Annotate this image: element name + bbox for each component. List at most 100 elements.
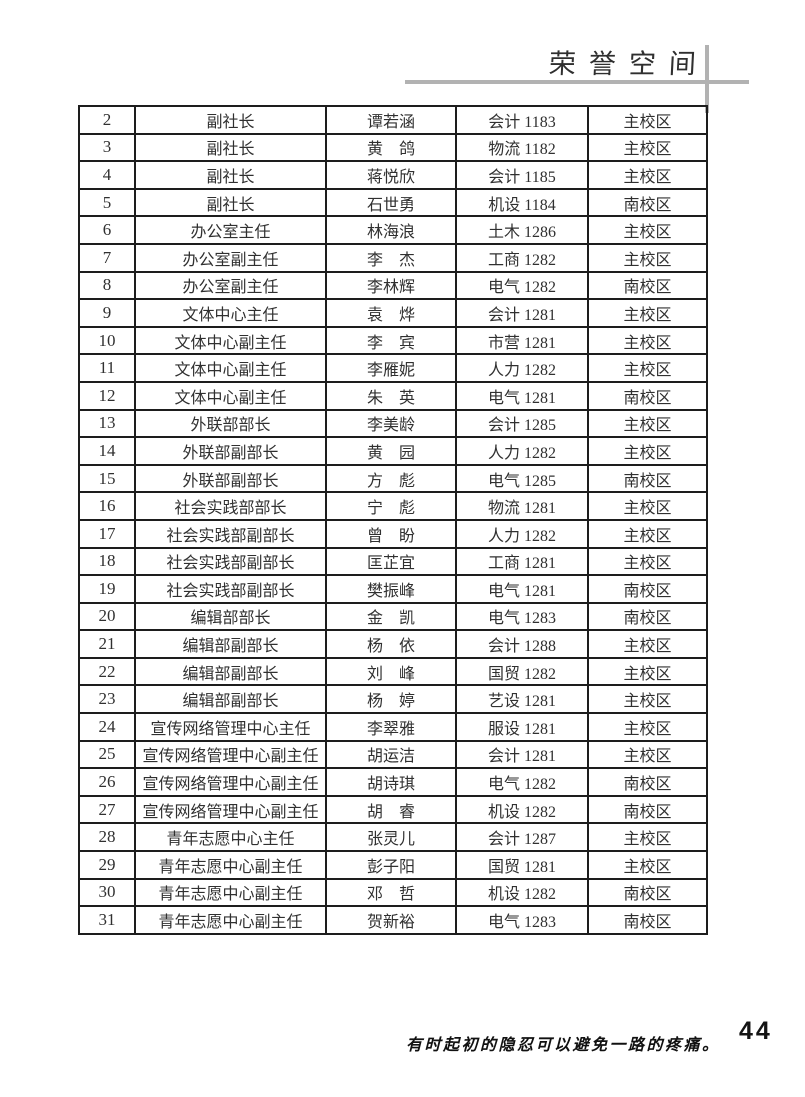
- name-cell: 林海浪: [325, 215, 457, 245]
- table-row: 14 外联部副部长黄 园人力 1282 主校区: [78, 436, 708, 466]
- campus-cell: 南校区: [587, 877, 708, 908]
- class-cell: 国贸 1281: [455, 850, 589, 880]
- position-cell: 副社长: [134, 160, 327, 190]
- name-cell: 黄 园: [325, 436, 457, 466]
- class-cell: 会计 1185: [455, 160, 589, 190]
- name-cell: 黄 鸽: [325, 132, 457, 163]
- class-cell: 机设 1184: [455, 187, 589, 218]
- row-number-cell: 8: [78, 270, 136, 301]
- position-cell: 副社长: [134, 187, 327, 218]
- class-cell: 会计 1281: [455, 298, 589, 328]
- table-row: 21 编辑部副部长杨 依会计 1288 主校区: [78, 629, 708, 659]
- table-row: 29 青年志愿中心副主任 彭子阳 国贸 1281 主校区: [78, 850, 708, 880]
- position-cell: 编辑部副部长: [134, 656, 327, 687]
- campus-cell: 主校区: [587, 298, 708, 328]
- row-number-cell: 14: [78, 436, 136, 466]
- name-cell: 胡 睿: [325, 794, 457, 825]
- table-row: 17 社会实践部副部长曾 盼人力 1282 主校区: [78, 518, 708, 549]
- name-cell: 李 宾: [325, 325, 457, 356]
- name-cell: 胡诗琪: [325, 767, 457, 797]
- class-cell: 人力 1282: [455, 518, 589, 549]
- page-title: 荣誉空间: [548, 49, 710, 80]
- row-number-cell: 29: [78, 850, 136, 880]
- name-cell: 蒋悦欣: [325, 160, 457, 190]
- name-cell: 方 彪: [325, 463, 457, 494]
- row-number-cell: 7: [78, 242, 136, 273]
- name-cell: 刘 峰: [325, 656, 457, 687]
- position-cell: 宣传网络管理中心主任: [134, 712, 327, 742]
- campus-cell: 南校区: [587, 601, 708, 632]
- table-row: 12 文体中心副主任朱 英电气 1281 南校区: [78, 380, 708, 411]
- table-row: 30 青年志愿中心副主任邓 哲机设 1282 南校区: [78, 877, 708, 908]
- table-row: 3 副社长黄 鸽物流 1182 主校区: [78, 132, 708, 163]
- position-cell: 编辑部副部长: [134, 629, 327, 659]
- table-row: 5 副社长 石世勇 机设 1184 南校区: [78, 187, 708, 218]
- campus-cell: 主校区: [587, 132, 708, 163]
- campus-cell: 主校区: [587, 850, 708, 880]
- position-cell: 青年志愿中心副主任: [134, 850, 327, 880]
- row-number-cell: 26: [78, 767, 136, 797]
- name-cell: 李翠雅: [325, 712, 457, 742]
- campus-cell: 主校区: [587, 491, 708, 521]
- class-cell: 会计 1287: [455, 822, 589, 853]
- campus-cell: 南校区: [587, 574, 708, 604]
- table-row: 23 编辑部副部长杨 婷艺设 1281 主校区: [78, 684, 708, 715]
- row-number-cell: 25: [78, 739, 136, 770]
- table-row: 10 文体中心副主任李 宾市营 1281 主校区: [78, 325, 708, 356]
- campus-cell: 主校区: [587, 353, 708, 383]
- name-cell: 袁 烨: [325, 298, 457, 328]
- class-cell: 人力 1282: [455, 436, 589, 466]
- class-cell: 机设 1282: [455, 794, 589, 825]
- name-cell: 贺新裕: [325, 905, 457, 935]
- campus-cell: 主校区: [587, 436, 708, 466]
- campus-cell: 主校区: [587, 684, 708, 715]
- row-number-cell: 2: [78, 105, 136, 135]
- position-cell: 青年志愿中心副主任: [134, 905, 327, 935]
- campus-cell: 主校区: [587, 105, 708, 135]
- row-number-cell: 17: [78, 518, 136, 549]
- name-cell: 曾 盼: [325, 518, 457, 549]
- row-number-cell: 13: [78, 408, 136, 439]
- name-cell: 彭子阳: [325, 850, 457, 880]
- name-cell: 李美龄: [325, 408, 457, 439]
- name-cell: 樊振峰: [325, 574, 457, 604]
- campus-cell: 南校区: [587, 380, 708, 411]
- row-number-cell: 31: [78, 905, 136, 935]
- table-row: 16 社会实践部部长宁 彪物流 1281 主校区: [78, 491, 708, 521]
- class-cell: 会计 1285: [455, 408, 589, 439]
- table-row: 31 青年志愿中心副主任 贺新裕 电气 1283 南校区: [78, 905, 708, 935]
- position-cell: 外联部副部长: [134, 463, 327, 494]
- row-number-cell: 12: [78, 380, 136, 411]
- name-cell: 胡运洁: [325, 739, 457, 770]
- class-cell: 艺设 1281: [455, 684, 589, 715]
- name-cell: 朱 英: [325, 380, 457, 411]
- position-cell: 宣传网络管理中心副主任: [134, 739, 327, 770]
- header-horizontal-rule: [405, 80, 749, 84]
- campus-cell: 主校区: [587, 656, 708, 687]
- campus-cell: 南校区: [587, 270, 708, 301]
- position-cell: 文体中心副主任: [134, 380, 327, 411]
- campus-cell: 主校区: [587, 712, 708, 742]
- row-number-cell: 28: [78, 822, 136, 853]
- class-cell: 电气 1283: [455, 601, 589, 632]
- position-cell: 青年志愿中心主任: [134, 822, 327, 853]
- table-row: 13 外联部部长 李美龄 会计 1285 主校区: [78, 408, 708, 439]
- position-cell: 文体中心副主任: [134, 325, 327, 356]
- class-cell: 电气 1282: [455, 767, 589, 797]
- campus-cell: 南校区: [587, 767, 708, 797]
- table-row: 27 宣传网络管理中心副主任胡 睿机设 1282 南校区: [78, 794, 708, 825]
- name-cell: 杨 婷: [325, 684, 457, 715]
- name-cell: 石世勇: [325, 187, 457, 218]
- table-row: 15 外联部副部长方 彪电气 1285 南校区: [78, 463, 708, 494]
- position-cell: 办公室副主任: [134, 270, 327, 301]
- campus-cell: 主校区: [587, 546, 708, 577]
- campus-cell: 主校区: [587, 242, 708, 273]
- class-cell: 会计 1281: [455, 739, 589, 770]
- campus-cell: 主校区: [587, 215, 708, 245]
- row-number-cell: 4: [78, 160, 136, 190]
- position-cell: 文体中心主任: [134, 298, 327, 328]
- position-cell: 宣传网络管理中心副主任: [134, 767, 327, 797]
- position-cell: 社会实践部部长: [134, 491, 327, 521]
- table-row: 24 宣传网络管理中心主任 李翠雅 服设 1281 主校区: [78, 712, 708, 742]
